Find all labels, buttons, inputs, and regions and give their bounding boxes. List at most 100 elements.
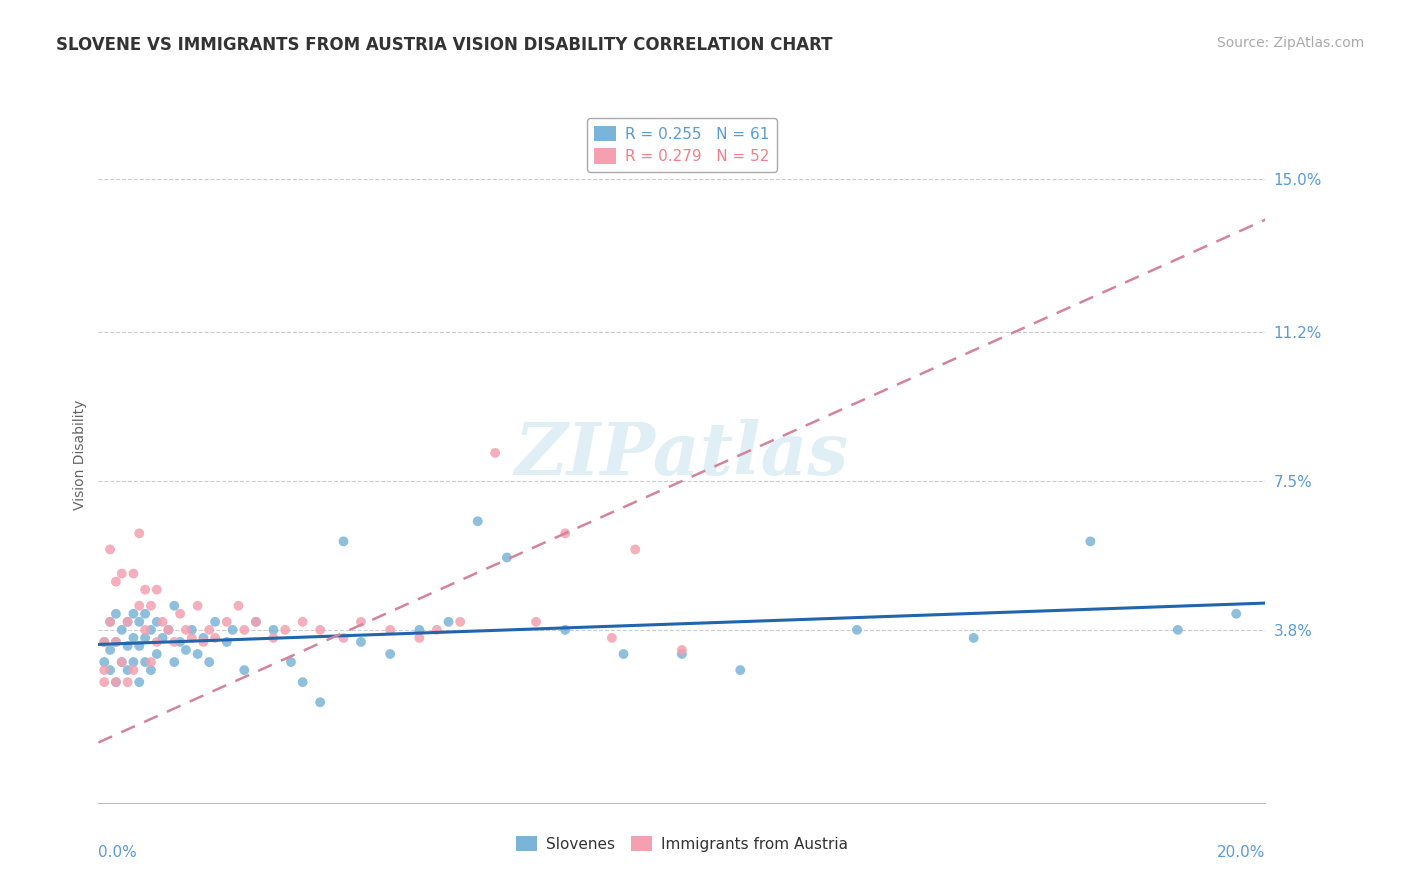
Point [671,643,693,657]
Point [139,663,162,677]
Point [111,655,134,669]
Point [380,647,402,661]
Point [117,615,139,629]
Point [157,623,180,637]
Point [104,574,127,589]
Point [174,623,197,637]
Point [98,542,121,557]
Point [111,623,134,637]
Point [146,615,169,629]
Point [846,623,869,637]
Point [98,643,121,657]
Point [1225,607,1247,621]
Point [309,695,332,709]
Point [496,550,519,565]
Point [426,623,449,637]
Point [187,599,209,613]
Point [163,599,186,613]
Y-axis label: Vision Disability: Vision Disability [73,400,87,510]
Point [233,623,256,637]
Point [730,663,752,677]
Point [262,623,284,637]
Point [180,631,202,645]
Point [93,635,115,649]
Point [122,566,145,581]
Point [215,635,238,649]
Point [134,582,156,597]
Point [245,615,267,629]
Point [128,639,150,653]
Point [146,635,169,649]
Point [204,615,226,629]
Point [291,615,314,629]
Point [98,615,121,629]
Point [187,647,209,661]
Point [134,655,156,669]
Point [233,663,256,677]
Point [163,655,186,669]
Point [467,514,489,528]
Point [134,623,156,637]
Point [117,639,139,653]
Point [962,631,984,645]
Point [117,663,139,677]
Point [332,631,354,645]
Point [104,635,127,649]
Point [350,635,373,649]
Point [139,623,162,637]
Point [600,631,623,645]
Point [117,675,139,690]
Point [1080,534,1102,549]
Point [93,655,115,669]
Point [193,631,215,645]
Point [139,599,162,613]
Point [1167,623,1189,637]
Point [198,623,221,637]
Text: SLOVENE VS IMMIGRANTS FROM AUSTRIA VISION DISABILITY CORRELATION CHART: SLOVENE VS IMMIGRANTS FROM AUSTRIA VISIO… [56,36,832,54]
Point [671,647,693,661]
Point [350,615,373,629]
Point [280,655,302,669]
Point [554,623,576,637]
Point [146,582,169,597]
Point [193,635,215,649]
Point [169,635,191,649]
Point [408,623,430,637]
Point [104,675,127,690]
Point [93,635,115,649]
Point [117,615,139,629]
Point [104,607,127,621]
Point [449,615,471,629]
Point [437,615,460,629]
Point [204,631,226,645]
Point [93,675,115,690]
Point [524,615,547,629]
Point [157,623,180,637]
Point [612,647,634,661]
Point [134,631,156,645]
Point [180,623,202,637]
Text: Source: ZipAtlas.com: Source: ZipAtlas.com [1216,36,1364,50]
Point [128,615,150,629]
Point [198,655,221,669]
Point [93,663,115,677]
Point [122,631,145,645]
Point [122,655,145,669]
Text: ZIPatlas: ZIPatlas [515,419,849,491]
Point [309,623,332,637]
Point [146,647,169,661]
Point [163,635,186,649]
Point [152,615,174,629]
Point [128,675,150,690]
Point [228,599,250,613]
Text: 0.0%: 0.0% [98,845,138,860]
Point [128,526,150,541]
Point [215,615,238,629]
Point [291,675,314,690]
Point [134,607,156,621]
Point [380,623,402,637]
Point [98,615,121,629]
Point [174,643,197,657]
Text: 20.0%: 20.0% [1218,845,1265,860]
Point [274,623,297,637]
